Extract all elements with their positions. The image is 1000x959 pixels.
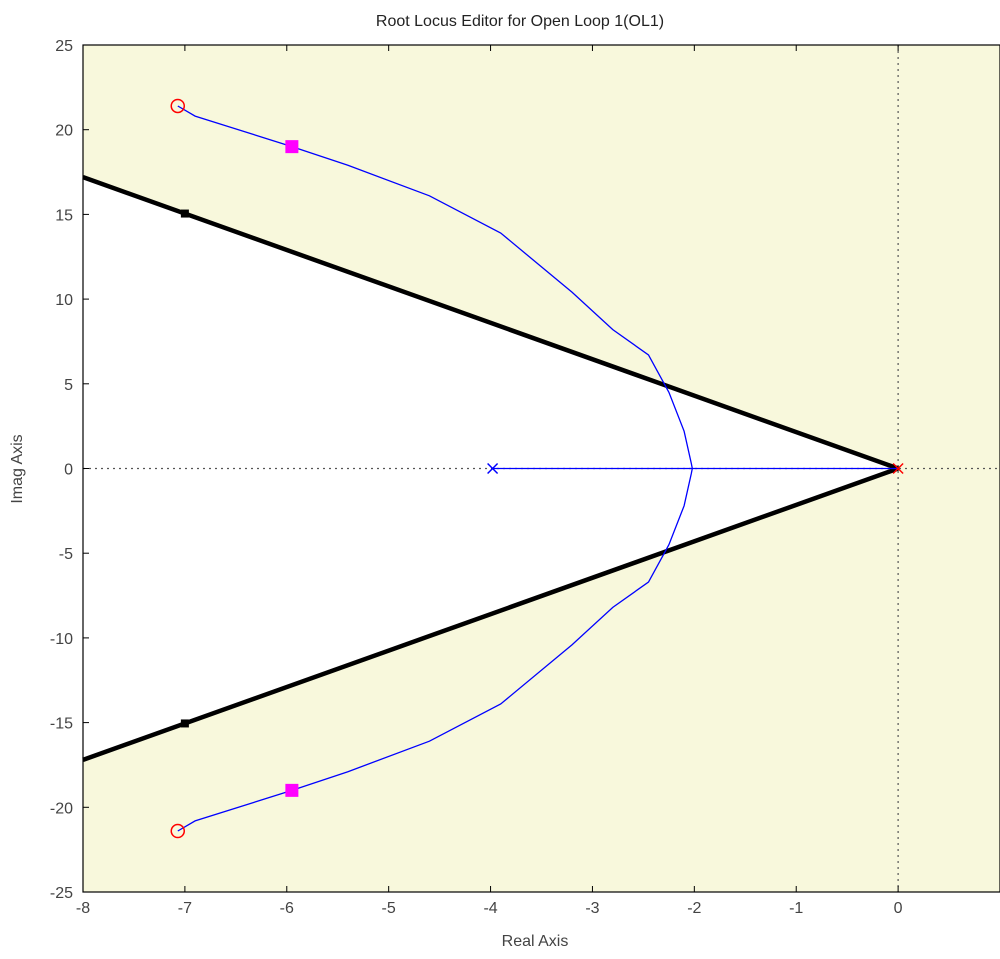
y-tick-label: -10	[50, 631, 73, 648]
x-tick-label: 0	[894, 900, 903, 917]
y-tick-label: 20	[55, 123, 73, 140]
y-tick-label: -15	[50, 716, 73, 733]
y-tick-label: 10	[55, 292, 73, 309]
x-tick-label: -7	[178, 900, 192, 917]
design-feasible-region	[83, 177, 899, 760]
constraint-handle[interactable]	[180, 209, 189, 218]
chart-title: Root Locus Editor for Open Loop 1(OL1)	[376, 13, 664, 30]
closed-loop-pole-marker[interactable]	[285, 783, 299, 797]
x-tick-label: -3	[585, 900, 599, 917]
open-loop-pole-marker[interactable]	[892, 462, 904, 475]
y-tick-label: 0	[64, 462, 73, 479]
open-loop-zero-marker[interactable]	[170, 98, 186, 114]
x-tick-label: -8	[76, 900, 90, 917]
damping-boundary-lower[interactable]	[82, 466, 899, 762]
x-tick-label: -6	[280, 900, 294, 917]
closed-loop-pole-marker[interactable]	[285, 140, 299, 154]
open-loop-pole-marker[interactable]	[487, 462, 499, 475]
plot-area[interactable]: -8 -7 -6 -5 -4 -3 -2 -1 0-25-20-15-10-5051015202…	[50, 38, 1000, 917]
y-tick-label: 25	[55, 38, 73, 55]
y-tick-label: -25	[50, 885, 73, 902]
x-tick-label: -5	[382, 900, 396, 917]
x-tick-label: -4	[483, 900, 497, 917]
constraint-handle[interactable]	[180, 719, 189, 728]
x-tick-label: -2	[687, 900, 701, 917]
y-tick-label: 5	[64, 377, 73, 394]
open-loop-zero-marker[interactable]	[170, 823, 186, 839]
y-tick-label: 15	[55, 207, 73, 224]
x-tick-label: -1	[789, 900, 803, 917]
x-axis-label: Real Axis	[502, 933, 569, 950]
y-axis-label: Imag Axis	[9, 434, 26, 503]
damping-boundary-upper[interactable]	[82, 175, 899, 471]
y-tick-label: -20	[50, 800, 73, 817]
y-tick-label: -5	[59, 546, 73, 563]
